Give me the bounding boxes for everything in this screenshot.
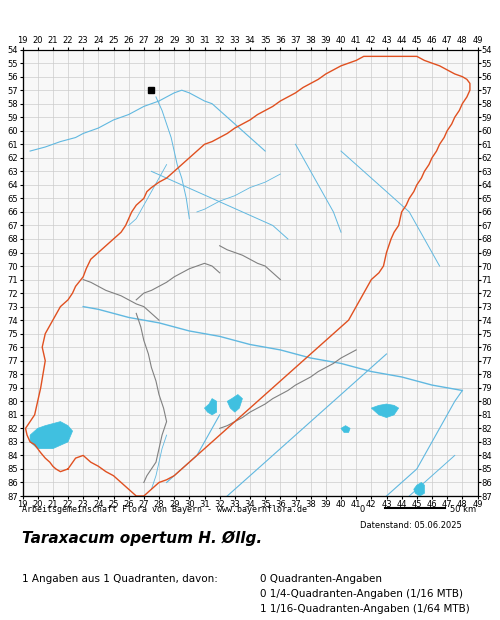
- Polygon shape: [372, 404, 398, 417]
- Text: 0 Quadranten-Angaben: 0 Quadranten-Angaben: [260, 574, 382, 583]
- Text: 1 1/16-Quadranten-Angaben (1/64 MTB): 1 1/16-Quadranten-Angaben (1/64 MTB): [260, 604, 470, 614]
- Polygon shape: [228, 394, 242, 412]
- Text: Taraxacum opertum H. Øllg.: Taraxacum opertum H. Øllg.: [22, 530, 262, 546]
- Text: Datenstand: 05.06.2025: Datenstand: 05.06.2025: [360, 521, 462, 530]
- Text: 0: 0: [360, 505, 365, 515]
- Polygon shape: [204, 399, 216, 415]
- Text: 50 km: 50 km: [450, 505, 476, 515]
- Text: 1 Angaben aus 1 Quadranten, davon:: 1 Angaben aus 1 Quadranten, davon:: [22, 574, 218, 583]
- Polygon shape: [414, 482, 424, 496]
- Polygon shape: [341, 426, 350, 432]
- Polygon shape: [30, 422, 72, 449]
- Text: 0 1/4-Quadranten-Angaben (1/16 MTB): 0 1/4-Quadranten-Angaben (1/16 MTB): [260, 589, 463, 599]
- Text: Arbeitsgemeinschaft Flora von Bayern - www.bayernflora.de: Arbeitsgemeinschaft Flora von Bayern - w…: [22, 505, 308, 515]
